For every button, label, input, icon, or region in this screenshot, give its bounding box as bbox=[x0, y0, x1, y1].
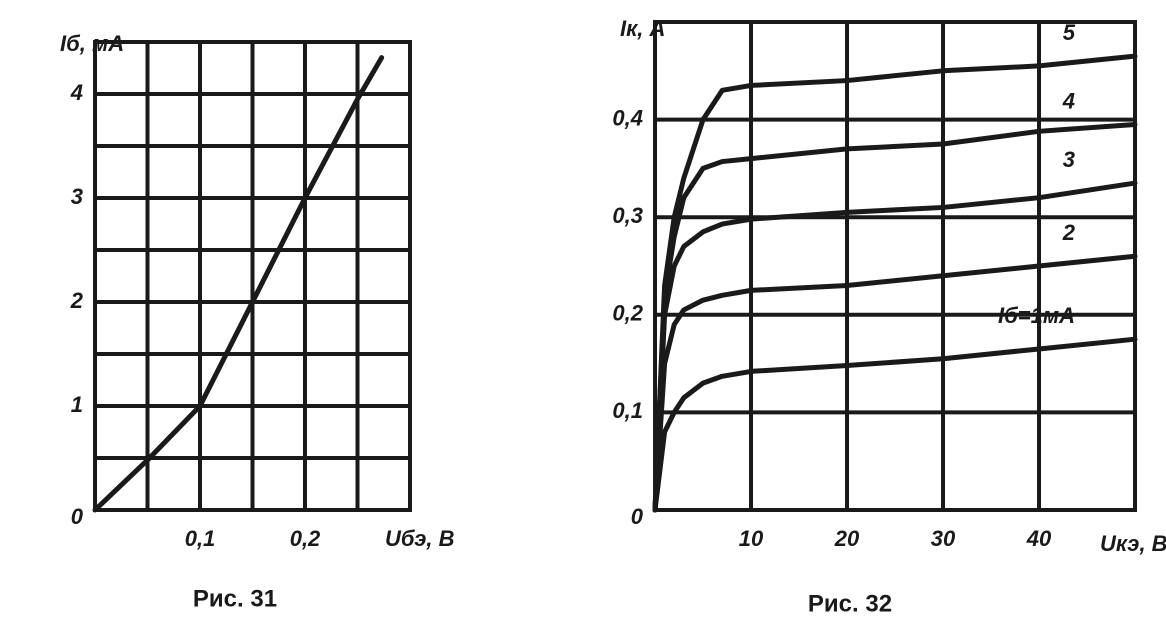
y-tick-label: 2 bbox=[70, 288, 84, 313]
y-tick-label: 0,2 bbox=[612, 301, 643, 326]
x-tick-label: 40 bbox=[1026, 526, 1052, 551]
y-tick-label: 3 bbox=[71, 184, 83, 209]
curve bbox=[652, 180, 1138, 513]
series-label: 3 bbox=[1063, 147, 1075, 172]
series-label: 2 bbox=[1062, 220, 1076, 245]
x-tick-label: 10 bbox=[739, 526, 764, 551]
curve bbox=[652, 336, 1138, 513]
x-tick-label: 0,2 bbox=[290, 526, 321, 551]
x-axis-label: Uкэ, В bbox=[1100, 531, 1166, 556]
y-tick-label: 4 bbox=[70, 80, 83, 105]
y-axis-label: Iб, мА bbox=[60, 31, 124, 56]
y-tick-label: 0,3 bbox=[612, 203, 643, 228]
y-tick-label: 0 bbox=[71, 504, 84, 529]
y-tick-label: 1 bbox=[71, 392, 83, 417]
curve bbox=[652, 53, 1138, 513]
y-tick-label: 0 bbox=[631, 504, 644, 529]
x-axis-label: Uбэ, В bbox=[385, 526, 455, 551]
x-tick-label: 0,1 bbox=[185, 526, 216, 551]
curve bbox=[92, 55, 385, 513]
series-label: 4 bbox=[1062, 88, 1075, 113]
x-tick-label: 20 bbox=[834, 526, 860, 551]
y-tick-label: 0,1 bbox=[612, 398, 643, 423]
x-tick-label: 30 bbox=[931, 526, 956, 551]
caption: Рис. 32 bbox=[808, 590, 892, 617]
y-axis-label: Iк, А bbox=[620, 16, 665, 41]
series-label: Iб=1мА bbox=[998, 303, 1075, 328]
y-tick-label: 0,4 bbox=[612, 105, 643, 130]
series-label: 5 bbox=[1063, 20, 1076, 45]
caption: Рис. 31 bbox=[193, 585, 277, 612]
curve bbox=[652, 253, 1138, 513]
